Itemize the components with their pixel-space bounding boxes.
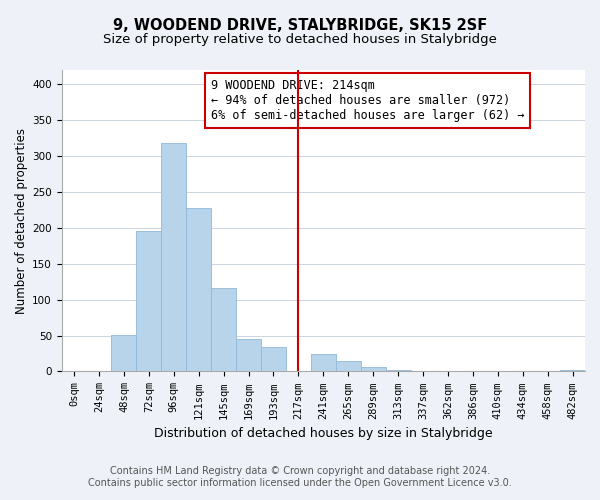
Text: Contains public sector information licensed under the Open Government Licence v3: Contains public sector information licen… [88,478,512,488]
Text: 9 WOODEND DRIVE: 214sqm
← 94% of detached houses are smaller (972)
6% of semi-de: 9 WOODEND DRIVE: 214sqm ← 94% of detache… [211,79,524,122]
Text: Contains HM Land Registry data © Crown copyright and database right 2024.: Contains HM Land Registry data © Crown c… [110,466,490,476]
Y-axis label: Number of detached properties: Number of detached properties [15,128,28,314]
Bar [361,367,386,372]
Bar [211,288,236,372]
Text: Size of property relative to detached houses in Stalybridge: Size of property relative to detached ho… [103,32,497,46]
Bar [161,143,186,372]
Bar [186,208,211,372]
Bar [436,370,460,372]
Bar [112,335,136,372]
Bar [386,370,410,372]
Bar [560,370,585,372]
Bar [311,354,336,372]
Text: 9, WOODEND DRIVE, STALYBRIDGE, SK15 2SF: 9, WOODEND DRIVE, STALYBRIDGE, SK15 2SF [113,18,487,32]
Bar [236,339,261,372]
Bar [136,231,161,372]
Bar [261,347,286,372]
X-axis label: Distribution of detached houses by size in Stalybridge: Distribution of detached houses by size … [154,427,493,440]
Bar [336,360,361,372]
